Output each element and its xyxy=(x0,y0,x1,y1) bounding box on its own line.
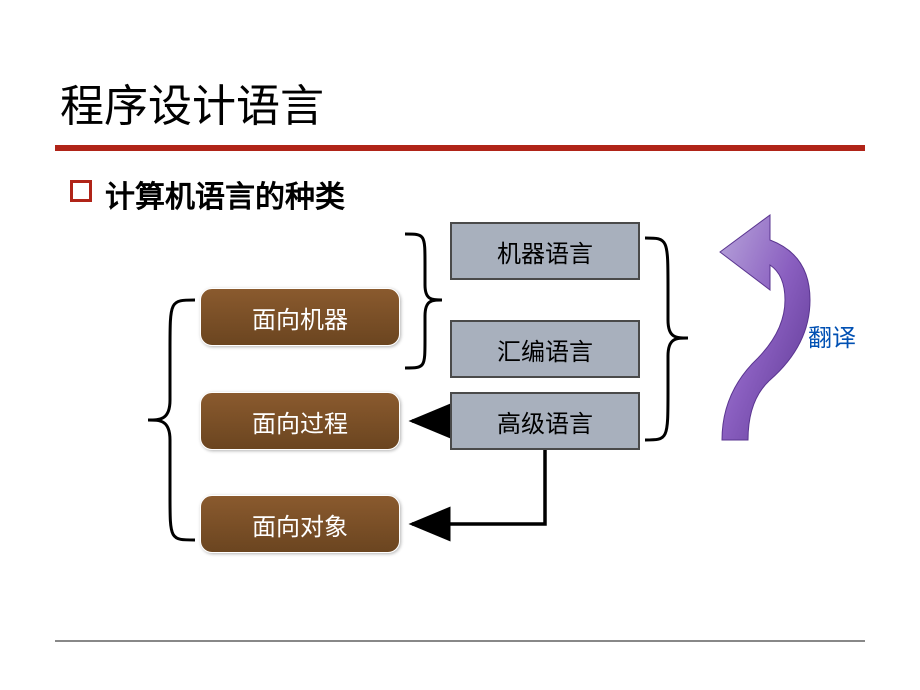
translate-label: 翻译 xyxy=(808,318,856,353)
box-label: 面向机器 xyxy=(252,300,348,335)
box-machine-lang: 机器语言 xyxy=(450,222,640,280)
box-label: 机器语言 xyxy=(497,234,593,269)
footer-line xyxy=(55,640,865,642)
box-process-oriented: 面向过程 xyxy=(200,392,400,450)
box-label: 面向过程 xyxy=(252,404,348,439)
box-object-oriented: 面向对象 xyxy=(200,495,400,553)
box-label: 高级语言 xyxy=(497,404,593,439)
purple-arrow-icon xyxy=(720,215,810,440)
middle-brace xyxy=(405,234,442,368)
left-brace xyxy=(148,300,195,540)
box-high-lang: 高级语言 xyxy=(450,392,640,450)
box-label: 面向对象 xyxy=(252,507,348,542)
box-assembly-lang: 汇编语言 xyxy=(450,320,640,378)
box-machine-oriented: 面向机器 xyxy=(200,288,400,346)
right-brace xyxy=(645,238,688,440)
arrow-high-to-object xyxy=(412,450,545,524)
box-label: 汇编语言 xyxy=(497,332,593,367)
